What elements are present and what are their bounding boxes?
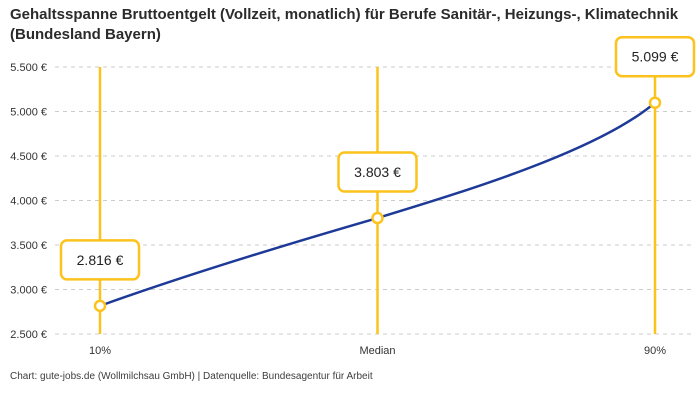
y-axis-tick-label: 3.000 €	[10, 285, 47, 297]
x-axis-tick-label: 10%	[89, 345, 111, 357]
y-axis-tick-label: 4.500 €	[10, 151, 47, 163]
data-point-marker[interactable]	[371, 211, 384, 225]
value-label-text: 2.816 €	[77, 252, 124, 268]
y-axis-tick-label: 2.500 €	[10, 329, 47, 341]
value-label-box	[337, 151, 418, 193]
y-axis-tick-label: 3.500 €	[10, 240, 47, 252]
chart-title: Gehaltsspanne Bruttoentgelt (Vollzeit, m…	[10, 6, 679, 43]
x-axis-tick-label: 90%	[644, 345, 666, 357]
value-label-text: 3.803 €	[354, 164, 401, 180]
chart-credit: Chart: gute-jobs.de (Wollmilchsau GmbH) …	[10, 371, 373, 382]
y-axis-tick-label: 4.000 €	[10, 196, 47, 208]
value-label-text: 5.099 €	[632, 49, 679, 65]
y-axis-tick-label: 5.500 €	[10, 62, 47, 74]
value-label-box	[614, 35, 696, 78]
data-point-marker[interactable]	[93, 299, 107, 313]
value-label-box	[59, 239, 141, 281]
data-point-marker[interactable]	[648, 96, 662, 109]
y-axis-tick-label: 5.000 €	[10, 107, 47, 119]
x-axis-tick-label: Median	[359, 345, 395, 357]
